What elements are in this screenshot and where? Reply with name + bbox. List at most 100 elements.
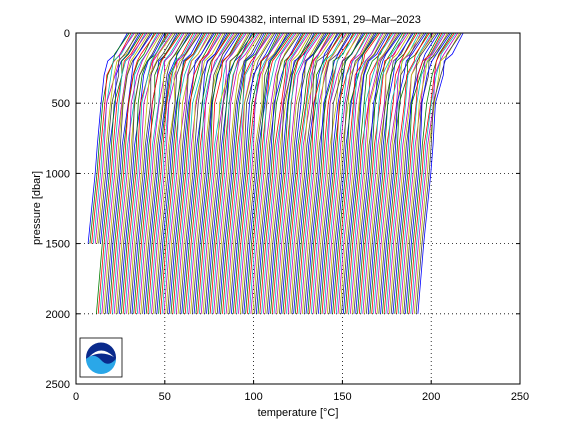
profile-line [271, 32, 318, 314]
y-tick-label: 2000 [46, 309, 70, 321]
profile-line [417, 32, 464, 314]
profile-line [175, 32, 222, 314]
profile-line [97, 32, 144, 314]
profile-line [103, 32, 150, 314]
profile-line [401, 32, 448, 314]
profile-line [220, 32, 267, 314]
gridlines [76, 33, 520, 384]
profile-line [362, 32, 409, 314]
profile-line [172, 32, 219, 314]
profile-line [156, 32, 203, 314]
profile-line [325, 32, 372, 314]
profile-line [374, 32, 421, 314]
profile-line [270, 32, 317, 314]
profile-line [298, 32, 345, 314]
profile-line [193, 32, 240, 314]
profile-line [117, 32, 164, 314]
profile-line [128, 32, 175, 314]
profile-line [213, 32, 260, 314]
profile-line [383, 32, 430, 314]
x-tick-label: 200 [422, 391, 440, 403]
profile-line [215, 32, 262, 314]
profile-line [277, 32, 324, 314]
profile-line [323, 32, 370, 314]
profile-line [115, 32, 162, 314]
profile-line [350, 32, 397, 314]
profile-line [392, 32, 439, 314]
profile-line [239, 32, 286, 314]
profile-line [410, 32, 457, 314]
profile-line [293, 32, 340, 314]
profile-line [413, 32, 460, 314]
profile-line [380, 32, 427, 314]
x-tick-label: 100 [244, 391, 262, 403]
profile-line [243, 32, 290, 314]
profile-line [263, 32, 310, 314]
profile-line [296, 32, 343, 314]
profile-line [94, 32, 135, 244]
profile-line [415, 32, 462, 314]
y-axis-ticks: 0 500 1000 1500 2000 2500 [46, 28, 520, 391]
profile-line [303, 32, 350, 314]
profile-line [330, 32, 377, 314]
profile-line [158, 32, 205, 314]
profile-line [321, 32, 368, 314]
profile-line [287, 32, 334, 314]
profile-line [396, 32, 443, 314]
y-tick-label: 2500 [46, 379, 70, 391]
temperature-profiles [87, 32, 464, 314]
profile-line [305, 32, 352, 314]
profile-line [122, 32, 169, 314]
profile-line [360, 32, 407, 314]
x-tick-label: 0 [73, 391, 79, 403]
profile-line [161, 32, 208, 314]
profile-line [280, 32, 327, 314]
logo-wave [86, 355, 116, 374]
profile-line [231, 32, 278, 314]
profile-line [351, 32, 398, 314]
y-tick-label: 0 [64, 28, 70, 40]
profile-line [126, 32, 173, 314]
profile-line [266, 32, 313, 314]
profile-line [229, 32, 276, 314]
profile-line [376, 32, 423, 314]
profile-line [197, 32, 244, 314]
y-tick-label: 1500 [46, 239, 70, 251]
profile-line [275, 32, 322, 314]
profile-line [129, 32, 176, 314]
x-axis-ticks: 0 50 100 150 200 250 [73, 33, 529, 403]
profile-line [373, 32, 420, 314]
profile-line [91, 32, 132, 244]
profile-line [371, 32, 418, 314]
profile-line [188, 32, 235, 314]
logo-bird [89, 350, 114, 357]
y-tick-label: 1000 [46, 168, 70, 180]
profile-line [101, 32, 148, 314]
profile-line [358, 32, 405, 314]
profile-line [138, 32, 185, 314]
profile-line [348, 32, 395, 314]
x-axis-label: temperature [°C] [258, 407, 339, 419]
profile-line [319, 32, 366, 314]
profile-line [135, 32, 182, 314]
profile-line [227, 32, 274, 314]
profile-line [399, 32, 446, 314]
profile-line [181, 32, 228, 314]
profile-line [369, 32, 416, 314]
noaa-logo [79, 337, 123, 378]
profile-line [204, 32, 251, 314]
profile-line [177, 32, 224, 314]
profile-line [151, 32, 198, 314]
profile-line [136, 32, 183, 314]
profile-line [145, 32, 192, 314]
profile-line [160, 32, 206, 314]
profile-line [337, 32, 384, 314]
profile-line [385, 32, 432, 314]
profile-line [165, 32, 212, 314]
x-tick-label: 250 [511, 391, 529, 403]
profile-line [167, 32, 214, 314]
profile-line [357, 32, 404, 314]
axes-frame [75, 32, 521, 385]
profile-line [238, 32, 285, 314]
profile-line [248, 32, 295, 314]
